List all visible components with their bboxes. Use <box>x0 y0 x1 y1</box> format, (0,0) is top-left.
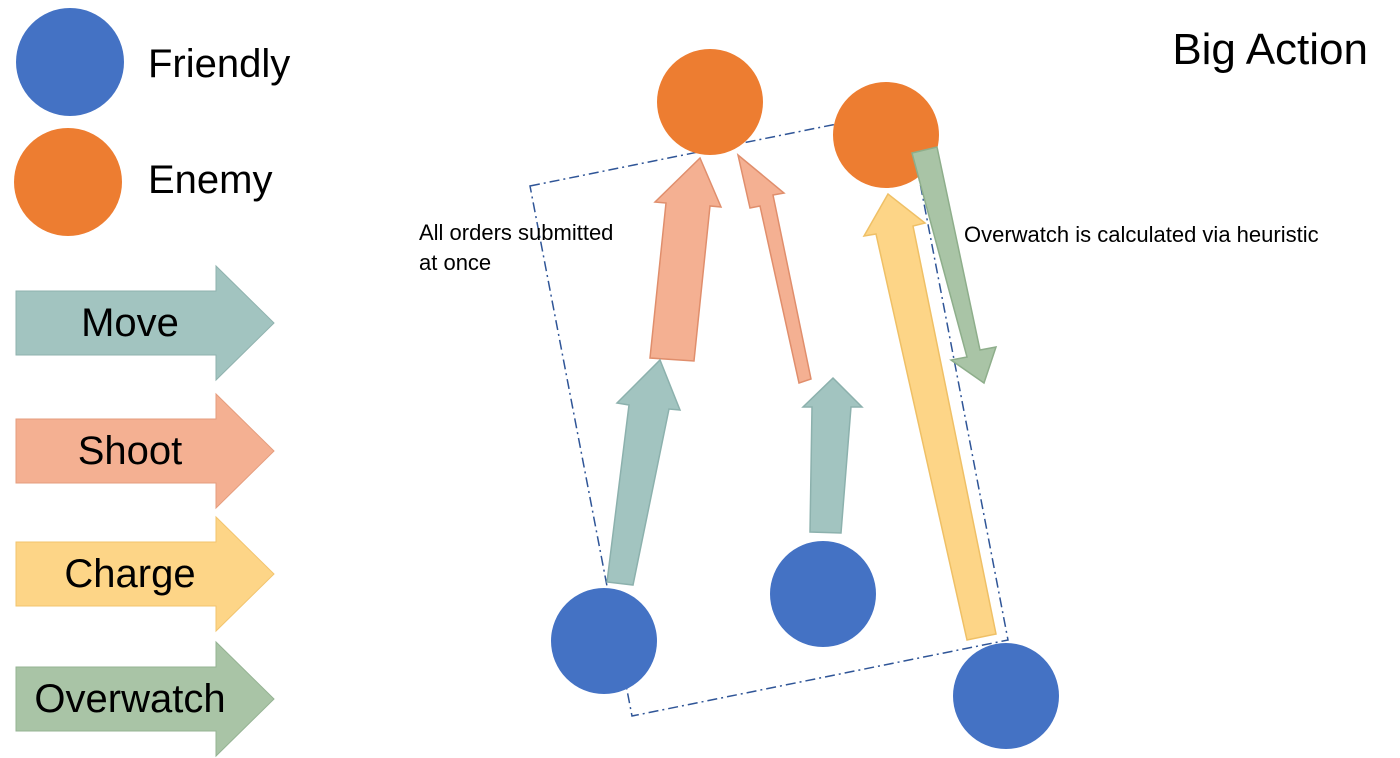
charge-key-arrow: Charge <box>14 515 276 633</box>
enemy-legend-dot <box>14 128 122 236</box>
move-arrow-left <box>606 358 682 586</box>
orders-note: All orders submitted at once <box>419 218 613 278</box>
orders-note-line2: at once <box>419 250 492 275</box>
charge-arrow <box>862 192 997 641</box>
move-key-label: Move <box>81 300 179 345</box>
orders-selection-box <box>529 109 1009 717</box>
charge-key-label: Charge <box>64 551 196 596</box>
friendly-unit-right <box>953 643 1059 749</box>
friendly-unit-left <box>551 588 657 694</box>
overwatch-arrow <box>911 146 998 385</box>
orders-note-line1: All orders submitted <box>419 220 614 245</box>
page-title: Big Action <box>1172 25 1368 74</box>
friendly-unit-middle <box>770 541 876 647</box>
overwatch-note: Overwatch is calculated via heuristic <box>964 222 1319 247</box>
friendly-legend-dot <box>16 8 124 116</box>
overwatch-key-label: Overwatch <box>34 676 226 721</box>
shoot-arrow-left <box>649 156 723 362</box>
enemy-legend-label: Enemy <box>148 158 273 202</box>
shoot-key-label: Shoot <box>77 428 183 473</box>
friendly-legend-label: Friendly <box>148 42 291 86</box>
move-key-arrow: Move <box>14 264 276 382</box>
enemy-unit-left <box>657 49 763 155</box>
shoot-arrow-right <box>736 153 812 384</box>
move-arrow-right <box>801 376 864 534</box>
overwatch-key-arrow: Overwatch <box>14 640 276 758</box>
shoot-key-arrow: Shoot <box>14 392 276 510</box>
enemy-unit-right <box>833 82 939 188</box>
